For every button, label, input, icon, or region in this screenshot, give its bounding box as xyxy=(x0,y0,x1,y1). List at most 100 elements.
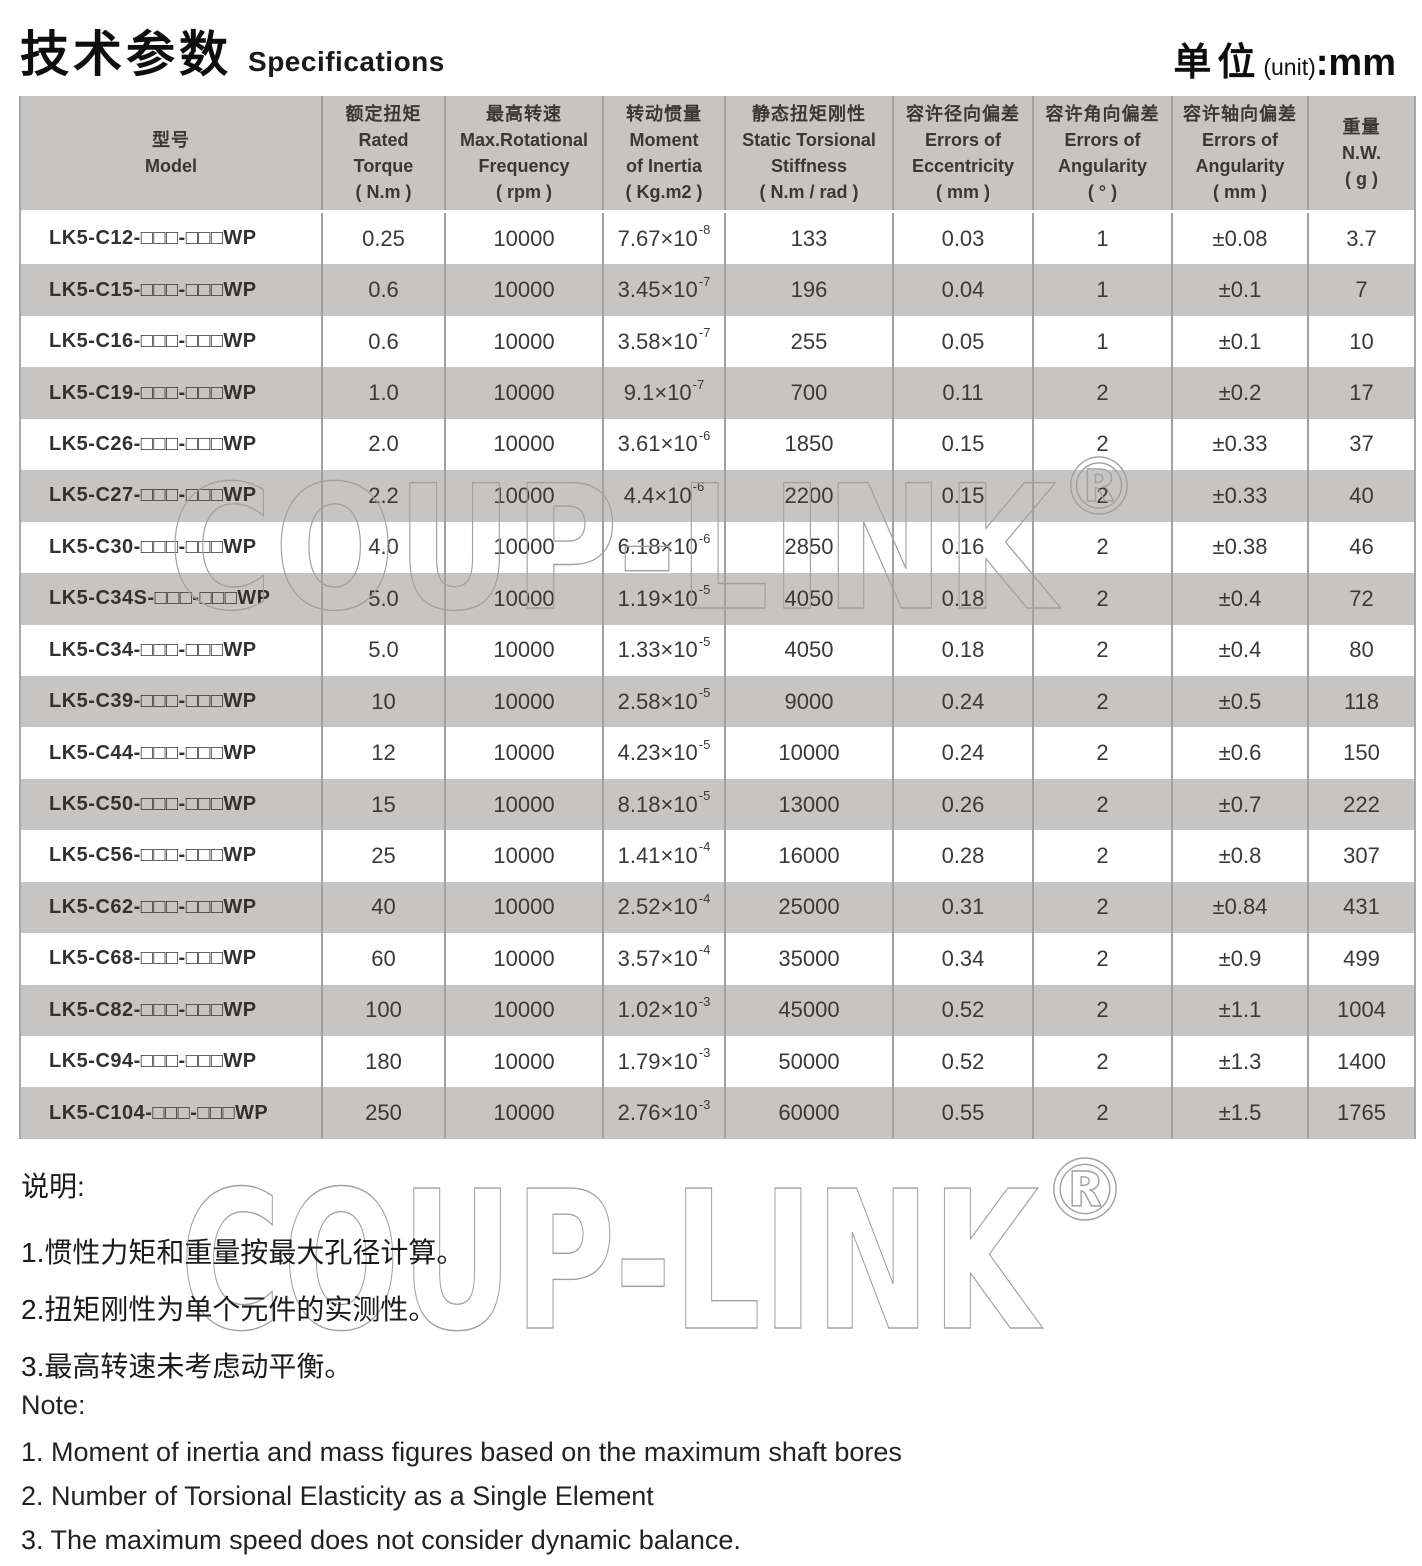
inertia-exponent: -3 xyxy=(698,1045,711,1061)
cell-stiffness: 25000 xyxy=(726,881,894,934)
cell-angularity-deg: 2 xyxy=(1034,521,1173,574)
cell-weight: 1400 xyxy=(1337,1048,1386,1074)
cell-stiffness: 9000 xyxy=(726,675,894,728)
column-header-line: of Inertia xyxy=(625,156,702,176)
cell-angularity-deg: 2 xyxy=(1034,367,1173,419)
table-row: LK5-C50-□□□-□□□WP 15 10000 8.18×10 -5 13000 0.… xyxy=(21,778,1414,831)
column-header-zh: 容许径向偏差 xyxy=(906,104,1020,124)
column-header-line: Errors of xyxy=(924,130,1002,150)
column-header-2: 最高转速 Max.Rotational Frequency ( rpm ) xyxy=(446,96,604,210)
cell-angularity-mm: ±0.8 xyxy=(1173,830,1309,882)
cell-stiffness: 700 xyxy=(726,367,894,419)
inertia-exponent: -6 xyxy=(698,427,711,443)
cell-speed: 10000 xyxy=(446,367,604,419)
column-header-line: ( N.m / rad ) xyxy=(759,182,859,202)
unit-label: 单位 (unit) :mm xyxy=(1173,31,1396,86)
cell-speed: 10000 xyxy=(446,778,604,831)
table-row: LK5-C68-□□□-□□□WP 60 10000 3.57×10 -4 35000 0.… xyxy=(21,933,1414,985)
inertia-base: 7.67×10 xyxy=(617,225,698,251)
cell-angularity-deg: 2 xyxy=(1034,573,1173,625)
cell-speed: 10000 xyxy=(446,727,604,779)
cell-angularity-deg: 1 xyxy=(1034,315,1173,368)
cell-speed: 10000 xyxy=(446,418,604,471)
cell-model: LK5-C19-□□□-□□□WP xyxy=(21,367,323,419)
cell-angularity-mm: ±0.4 xyxy=(1173,624,1309,676)
cell-speed: 10000 xyxy=(446,933,604,985)
cell-eccentricity: 0.15 xyxy=(894,418,1034,471)
note-line: 3. The maximum speed does not consider d… xyxy=(21,1525,741,1555)
column-header-zh: 静态扭矩刚性 xyxy=(752,104,866,124)
table-row: LK5-C104-□□□-□□□WP 250 10000 2.76×10 -3 60000… xyxy=(21,1087,1414,1139)
cell-stiffness: 4050 xyxy=(726,624,894,676)
cell-speed: 10000 xyxy=(446,984,604,1036)
cell-torque: 25 xyxy=(323,830,446,882)
cell-stiffness: 10000 xyxy=(726,727,894,779)
cell-model: LK5-C39-□□□-□□□WP xyxy=(21,675,323,728)
cell-inertia: 2.58×10 -5 xyxy=(604,675,726,728)
cell-inertia: 9.1×10 -7 xyxy=(604,367,726,419)
cell-torque: 40 xyxy=(323,881,446,934)
table-header: 型号 Model 额定扭矩 Rated Torque ( N.m ) 最高转速 Max.Rot… xyxy=(21,96,1414,213)
cell-inertia: 4.4×10 -6 xyxy=(604,470,726,522)
inertia-exponent: -8 xyxy=(698,222,711,238)
inertia-exponent: -5 xyxy=(698,788,711,804)
cell-stiffness: 60000 xyxy=(726,1087,894,1139)
inertia-base: 4.23×10 xyxy=(617,740,698,766)
cell-torque: 10 xyxy=(323,675,446,728)
inertia-base: 3.45×10 xyxy=(617,277,698,303)
column-header-line: ( rpm ) xyxy=(496,182,552,202)
notes-zh: 说明: 1.惯性力矩和重量按最大孔径计算。 2.扭矩刚性为单个元件的实测性。 3… xyxy=(21,1170,464,1395)
cell-model: LK5-C44-□□□-□□□WP xyxy=(21,727,323,779)
inertia-base: 2.76×10 xyxy=(617,1100,698,1126)
cell-eccentricity: 0.24 xyxy=(894,675,1034,728)
cell-angularity-mm: ±0.1 xyxy=(1173,315,1309,368)
unit-zh: 单位 xyxy=(1173,42,1262,84)
cell-angularity-deg: 2 xyxy=(1034,830,1173,882)
cell-eccentricity: 0.18 xyxy=(894,573,1034,625)
cell-speed: 10000 xyxy=(446,675,604,728)
inertia-base: 1.33×10 xyxy=(617,637,698,663)
cell-angularity-deg: 1 xyxy=(1034,264,1173,316)
cell-stiffness: 2200 xyxy=(726,470,894,522)
inertia-base: 1.41×10 xyxy=(617,842,698,868)
cell-speed: 10000 xyxy=(446,1036,604,1088)
cell-speed: 10000 xyxy=(446,830,604,882)
cell-angularity-mm: ±1.3 xyxy=(1173,1036,1309,1088)
cell-angularity-deg: 2 xyxy=(1034,624,1173,676)
cell-inertia: 3.45×10 -7 xyxy=(604,264,726,316)
cell-stiffness: 45000 xyxy=(726,984,894,1036)
table-row: LK5-C82-□□□-□□□WP 100 10000 1.02×10 -3 45000 0… xyxy=(21,984,1414,1036)
table-row: LK5-C39-□□□-□□□WP 10 10000 2.58×10 -5 9000 0.2… xyxy=(21,675,1414,728)
column-header-line: ( Kg.m2 ) xyxy=(625,182,703,202)
cell-torque: 5.0 xyxy=(323,624,446,676)
cell-inertia: 4.23×10 -5 xyxy=(604,727,726,779)
inertia-base: 1.79×10 xyxy=(617,1048,698,1074)
inertia-base: 8.18×10 xyxy=(617,791,698,817)
inertia-exponent: -7 xyxy=(698,325,711,341)
cell-inertia: 6.18×10 -6 xyxy=(604,521,726,574)
cell-angularity-mm: ±0.84 xyxy=(1173,881,1309,934)
cell-torque: 0.6 xyxy=(323,315,446,368)
cell-weight: 1765 xyxy=(1337,1100,1386,1126)
cell-torque: 100 xyxy=(323,984,446,1036)
titlebar: 技术参数 Specifications 单位 (unit) :mm xyxy=(20,10,1396,86)
page-title: 技术参数 xyxy=(20,28,233,82)
column-header-7: 容许轴向偏差 Errors of Angularity ( mm ) xyxy=(1173,96,1309,210)
cell-eccentricity: 0.04 xyxy=(894,264,1034,316)
inertia-exponent: -3 xyxy=(698,1096,711,1112)
inertia-exponent: -7 xyxy=(692,376,705,392)
inertia-base: 6.18×10 xyxy=(617,534,698,560)
cell-inertia: 1.02×10 -3 xyxy=(604,984,726,1036)
cell-torque: 180 xyxy=(323,1036,446,1088)
cell-speed: 10000 xyxy=(446,573,604,625)
inertia-exponent: -7 xyxy=(698,273,711,289)
cell-model: LK5-C12-□□□-□□□WP xyxy=(21,213,323,265)
inertia-exponent: -6 xyxy=(692,479,705,495)
cell-weight: 10 xyxy=(1349,328,1374,354)
table-row: LK5-C94-□□□-□□□WP 180 10000 1.79×10 -3 50000 0… xyxy=(21,1036,1414,1088)
cell-stiffness: 35000 xyxy=(726,933,894,985)
cell-inertia: 1.33×10 -5 xyxy=(604,624,726,676)
cell-stiffness: 196 xyxy=(726,264,894,316)
table-row: LK5-C19-□□□-□□□WP 1.0 10000 9.1×10 -7 700 0.11… xyxy=(21,367,1414,419)
